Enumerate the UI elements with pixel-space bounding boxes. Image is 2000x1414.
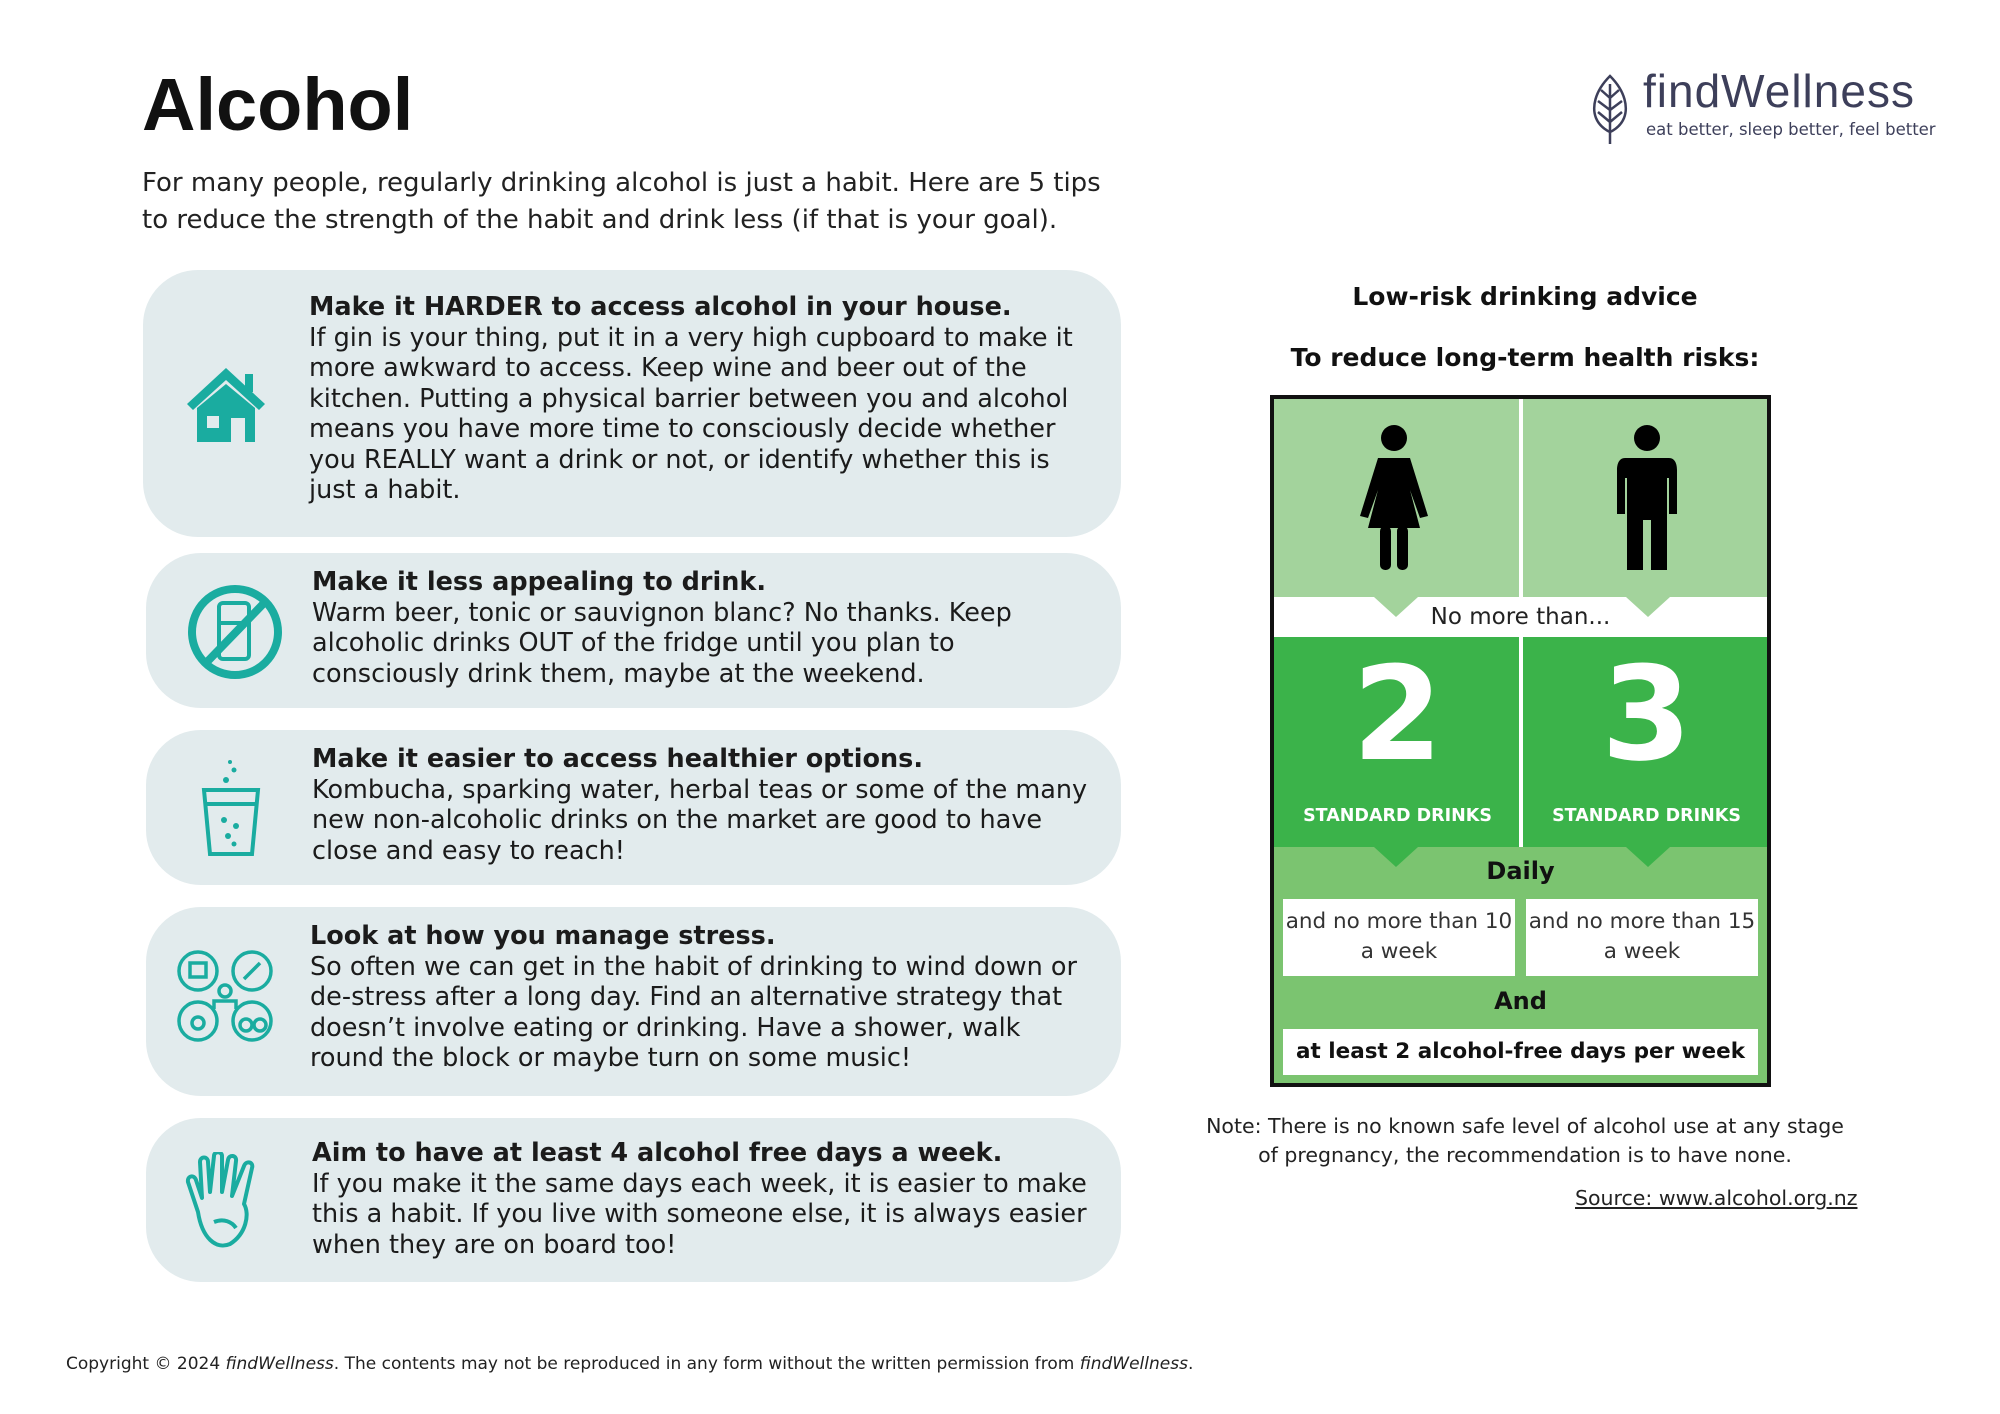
tip-heading: Make it less appealing to drink. — [312, 567, 767, 597]
tip-text: Make it easier to access healthier optio… — [312, 744, 1101, 866]
tip-heading: Make it easier to access healthier optio… — [312, 744, 924, 774]
divider — [1519, 637, 1523, 847]
tip-card: Make it HARDER to access alcohol in your… — [143, 270, 1121, 537]
brand-logo: findWellness eat better, sleep better, f… — [1590, 65, 1970, 150]
advice-heading: Low-risk drinking advice — [1352, 282, 1698, 311]
woman-icon — [1360, 425, 1428, 570]
copyright-suffix: . — [1187, 1354, 1194, 1374]
tip-heading: Aim to have at least 4 alcohol free days… — [312, 1138, 1003, 1168]
daily-label: Daily — [1486, 857, 1555, 885]
hobbies-icon — [177, 950, 273, 1042]
men-weekly-limit: and no more than 15 a week — [1526, 899, 1758, 976]
copyright: Copyright © 2024 findWellness. The conte… — [66, 1354, 1193, 1374]
tip-text: Look at how you manage stress. So often w… — [310, 921, 1101, 1074]
tip-card: Aim to have at least 4 alcohol free days… — [146, 1118, 1121, 1282]
drinking-guidelines-infographic: No more than... 2 3 STANDARD DRINKS STAN… — [1270, 395, 1771, 1087]
house-icon — [187, 368, 265, 442]
copyright-brand: findWellness — [1079, 1354, 1188, 1374]
page-title: Alcohol — [142, 63, 414, 146]
women-daily-limit: 2 — [1352, 638, 1443, 790]
man-icon — [1617, 425, 1677, 570]
tip-body: Kombucha, sparking water, herbal teas or… — [312, 774, 1088, 866]
advice-subheading: To reduce long-term health risks: — [1290, 343, 1760, 372]
tip-body: So often we can get in the habit of drin… — [310, 951, 1077, 1074]
tip-card: Make it less appealing to drink. Warm bee… — [146, 553, 1121, 708]
women-weekly-limit: and no more than 10 a week — [1283, 899, 1515, 976]
brand-tagline: eat better, sleep better, feel better — [1646, 120, 1936, 139]
and-label: And — [1494, 987, 1547, 1015]
tip-text: Aim to have at least 4 alcohol free days… — [312, 1138, 1101, 1260]
tip-body: If gin is your thing, put it in a very h… — [309, 322, 1073, 506]
tip-body: Warm beer, tonic or sauvignon blanc? No … — [312, 597, 1012, 689]
men-unit: STANDARD DRINKS — [1552, 806, 1741, 826]
tip-card: Look at how you manage stress. So often w… — [146, 907, 1121, 1096]
intro-text: For many people, regularly drinking alco… — [142, 168, 1101, 235]
tip-text: Make it HARDER to access alcohol in your… — [309, 292, 1101, 506]
pregnancy-note: Note: There is no known safe level of al… — [1206, 1114, 1844, 1167]
tip-text: Make it less appealing to drink. Warm bee… — [312, 567, 1101, 689]
hand-four-icon — [185, 1152, 255, 1248]
tip-heading: Look at how you manage stress. — [310, 921, 776, 951]
arrow — [1374, 847, 1418, 867]
source-link[interactable]: Source: www.alcohol.org.nz — [1575, 1186, 1858, 1210]
leaf-icon — [1593, 74, 1627, 144]
tip-card: Make it easier to access healthier optio… — [146, 730, 1121, 885]
brand-name: findWellness — [1643, 65, 1915, 117]
copyright-prefix: Copyright © 2024 — [66, 1354, 226, 1374]
copyright-text: . The contents may not be reproduced in … — [333, 1354, 1080, 1374]
no-fridge-icon — [188, 585, 282, 679]
arrow — [1626, 597, 1670, 617]
alcohol-free-days: at least 2 alcohol-free days per week — [1283, 1029, 1758, 1075]
arrow — [1374, 597, 1418, 617]
women-unit: STANDARD DRINKS — [1303, 806, 1492, 826]
sparkling-glass-icon — [201, 760, 261, 856]
copyright-brand: findWellness — [225, 1354, 334, 1374]
men-daily-limit: 3 — [1601, 638, 1692, 790]
no-more-than-label: No more than... — [1274, 597, 1767, 637]
tip-heading: Make it HARDER to access alcohol in your… — [309, 292, 1012, 322]
tip-body: If you make it the same days each week, … — [312, 1168, 1087, 1260]
arrow — [1626, 847, 1670, 867]
